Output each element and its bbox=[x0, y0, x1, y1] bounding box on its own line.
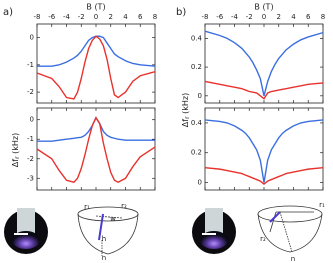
x-tick-label: -4 bbox=[231, 13, 239, 21]
y-tick-label: 0.4 bbox=[191, 34, 203, 42]
y-tick-label: -2 bbox=[27, 88, 34, 96]
x-tick-label: -8 bbox=[202, 13, 209, 21]
diagram-label: w bbox=[110, 215, 116, 223]
diagram-label: h bbox=[102, 235, 106, 243]
y-axis-label: Δfr (kHz) bbox=[181, 93, 191, 127]
y-tick-label: 0.2 bbox=[191, 149, 202, 157]
y-axis-label: Δfr (kHz) bbox=[11, 133, 21, 167]
y-axis-label-part: Δf bbox=[11, 159, 20, 167]
diagram-label: r₂ bbox=[260, 235, 266, 243]
photo bbox=[192, 208, 236, 254]
x-tick-label: -2 bbox=[246, 13, 253, 21]
data-line bbox=[204, 119, 324, 183]
y-tick-label: 0.2 bbox=[191, 63, 202, 71]
data-line bbox=[37, 116, 155, 142]
data-line bbox=[36, 35, 156, 100]
data-line bbox=[204, 166, 324, 185]
diagram-label: n bbox=[291, 255, 295, 263]
x-tick-label: -2 bbox=[78, 13, 85, 21]
diagram-label: n bbox=[102, 254, 106, 262]
diagram-label: r₁ bbox=[84, 203, 90, 211]
y-axis-label-part: (kHz) bbox=[181, 93, 190, 117]
diagram-label: r₂ bbox=[121, 202, 127, 210]
x-tick-label: -8 bbox=[34, 13, 41, 21]
diagram bbox=[77, 206, 139, 256]
x-tick-label: 4 bbox=[291, 13, 296, 21]
plot-frame bbox=[204, 107, 324, 191]
x-tick-label: 0 bbox=[262, 13, 266, 21]
data-line bbox=[37, 35, 156, 67]
y-tick-label: -1 bbox=[27, 135, 34, 143]
x-axis-label: B (T) bbox=[86, 3, 105, 12]
x-tick-label: 6 bbox=[306, 13, 311, 21]
data-line bbox=[204, 30, 324, 96]
y-axis-label-part: Δf bbox=[181, 119, 190, 127]
y-tick-label: -1 bbox=[27, 61, 34, 69]
data-line bbox=[204, 80, 324, 100]
x-tick-label: -6 bbox=[216, 13, 224, 21]
x-tick-label: 4 bbox=[123, 13, 128, 21]
x-tick-label: 6 bbox=[138, 13, 143, 21]
y-tick-label: 0 bbox=[30, 34, 34, 42]
y-tick-label: 0 bbox=[198, 179, 202, 187]
y-axis-label-part: r bbox=[14, 156, 21, 159]
x-tick-label: -6 bbox=[48, 13, 56, 21]
diagram bbox=[257, 205, 323, 253]
x-axis-label: B (T) bbox=[254, 3, 273, 12]
x-tick-label: 2 bbox=[277, 13, 281, 21]
x-tick-label: -4 bbox=[63, 13, 71, 21]
y-tick-label: -2 bbox=[27, 155, 34, 163]
y-tick-label: 0.4 bbox=[191, 119, 203, 127]
x-tick-label: 8 bbox=[153, 13, 157, 21]
x-tick-label: 8 bbox=[321, 13, 325, 21]
x-tick-label: 0 bbox=[94, 13, 98, 21]
panel-label: a) bbox=[3, 7, 13, 18]
y-axis-label-part: (kHz) bbox=[11, 133, 20, 157]
diagram-label: r₁ bbox=[319, 201, 325, 209]
x-tick-label: 2 bbox=[109, 13, 113, 21]
plot-frame bbox=[36, 107, 156, 191]
y-tick-label: 0 bbox=[198, 92, 202, 100]
photo bbox=[4, 208, 48, 254]
y-axis-label-part: r bbox=[184, 116, 191, 119]
y-tick-label: 0 bbox=[30, 116, 34, 124]
panel-label: b) bbox=[176, 7, 186, 18]
plot-frame bbox=[204, 23, 324, 104]
data-line bbox=[36, 116, 156, 183]
y-tick-label: -3 bbox=[27, 174, 34, 182]
